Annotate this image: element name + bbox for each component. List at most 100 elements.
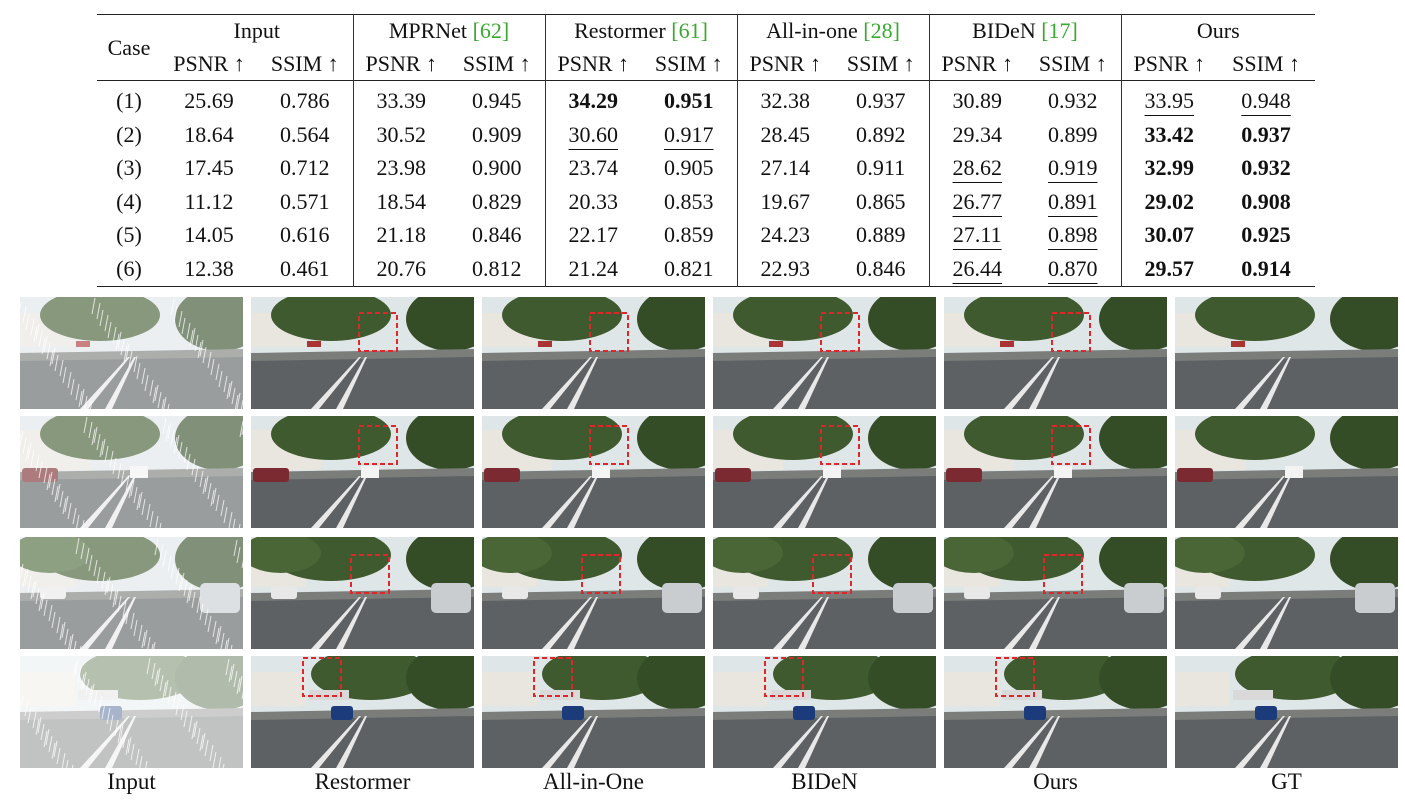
result-image bbox=[713, 297, 936, 409]
psnr-value: 26.44 bbox=[952, 255, 1003, 281]
psnr-value: 21.18 bbox=[376, 222, 427, 248]
result-image bbox=[1175, 416, 1398, 528]
table-cell: 11.12 bbox=[161, 185, 257, 219]
psnr-value: 14.05 bbox=[184, 222, 234, 248]
psnr-value: 20.33 bbox=[568, 188, 619, 214]
ssim-value: 0.898 bbox=[1048, 222, 1098, 248]
group-header-ours: Ours bbox=[1120, 14, 1316, 47]
table-cell: 0.812 bbox=[449, 252, 545, 286]
table-cell: 27.11 bbox=[928, 218, 1026, 252]
table-row: (6) 12.38 0.461 20.76 0.812 21.24 0.821 22.93 0.… bbox=[97, 251, 1316, 287]
table-cell: 33.39 bbox=[352, 80, 450, 118]
ssim-value: 0.900 bbox=[472, 155, 522, 181]
table-cell: 23.98 bbox=[352, 151, 450, 185]
ssim-value: 0.853 bbox=[664, 188, 714, 214]
ssim-value: 0.812 bbox=[472, 255, 522, 281]
result-image bbox=[944, 656, 1167, 768]
ssim-value: 0.911 bbox=[856, 155, 906, 181]
table-cell: 0.461 bbox=[257, 252, 353, 286]
table-cell: 0.909 bbox=[449, 118, 545, 152]
table-cell: 0.905 bbox=[641, 151, 737, 185]
result-image bbox=[944, 297, 1167, 409]
table-row: (4) 11.12 0.571 18.54 0.829 20.33 0.853 19.67 0.… bbox=[97, 184, 1315, 219]
ssim-value: 0.859 bbox=[664, 222, 714, 248]
result-image bbox=[251, 537, 474, 649]
table-cell: 0.712 bbox=[257, 151, 353, 185]
table-row: (5) 14.05 0.616 21.18 0.846 22.17 0.859 24.23 0.… bbox=[97, 218, 1315, 252]
psnr-value: 33.39 bbox=[376, 88, 427, 113]
psnr-value: 32.99 bbox=[1144, 155, 1195, 181]
result-image bbox=[251, 416, 474, 528]
table-cell: 0.911 bbox=[833, 151, 929, 185]
table-cell: 0.932 bbox=[1217, 151, 1315, 185]
ssim-header: SSIM ↑ bbox=[846, 51, 915, 76]
psnr-value: 30.60 bbox=[568, 121, 619, 147]
psnr-header: PSNR ↑ bbox=[736, 47, 834, 81]
result-image bbox=[944, 537, 1167, 649]
ssim-header: SSIM ↑ bbox=[462, 51, 531, 76]
table-group-header-row: Case Input MPRNet [62] Restormer [61] Al… bbox=[97, 14, 1316, 81]
table-cell: 19.67 bbox=[736, 184, 834, 219]
table-cell: 0.829 bbox=[449, 185, 545, 219]
column-label: Restormer bbox=[314, 769, 411, 794]
table-metric-header-row: PSNR ↑ SSIM ↑ PSNR ↑ SSIM ↑ PSNR ↑ SSIM ↑ PSNR… bbox=[97, 47, 1316, 81]
table-cell: 0.889 bbox=[833, 218, 929, 252]
table-cell: 0.571 bbox=[257, 185, 353, 219]
table-row: (2) 18.64 0.564 30.52 0.909 30.60 0.917 28.45 0.… bbox=[97, 117, 1315, 152]
ssim-value: 0.919 bbox=[1048, 155, 1098, 181]
ssim-value: 0.891 bbox=[1048, 188, 1098, 214]
psnr-value: 22.93 bbox=[760, 255, 811, 281]
psnr-value: 34.29 bbox=[568, 88, 619, 113]
result-image bbox=[482, 656, 705, 768]
ssim-value: 0.899 bbox=[1048, 121, 1098, 147]
psnr-value: 18.54 bbox=[376, 188, 427, 214]
table-cell: 21.24 bbox=[544, 251, 642, 287]
ssim-value: 0.870 bbox=[1048, 255, 1098, 281]
table-cell: 0.917 bbox=[641, 118, 737, 152]
table-cell: 0.821 bbox=[641, 252, 737, 286]
result-image bbox=[1175, 537, 1398, 649]
result-image bbox=[20, 297, 243, 409]
result-image bbox=[251, 656, 474, 768]
table-cell: 0.908 bbox=[1217, 185, 1315, 219]
result-image bbox=[713, 656, 936, 768]
psnr-value: 18.64 bbox=[184, 121, 234, 147]
table-cell: 18.64 bbox=[161, 118, 257, 152]
table-cell: 32.38 bbox=[736, 80, 834, 118]
psnr-value: 23.74 bbox=[568, 155, 619, 181]
table-cell: 28.45 bbox=[736, 117, 834, 152]
group-header-biden: BIDeN [17] bbox=[928, 14, 1122, 47]
result-image bbox=[482, 297, 705, 409]
result-image bbox=[1175, 297, 1398, 409]
ssim-value: 0.905 bbox=[664, 155, 714, 181]
table-cell: 0.914 bbox=[1217, 252, 1315, 286]
psnr-value: 17.45 bbox=[184, 155, 234, 181]
table-cell: 0.564 bbox=[257, 118, 353, 152]
ssim-value: 0.925 bbox=[1241, 222, 1291, 248]
ssim-value: 0.917 bbox=[664, 121, 714, 147]
table-cell: 12.38 bbox=[161, 252, 257, 286]
column-label: All-in-One bbox=[543, 769, 644, 794]
case-header: Case bbox=[97, 14, 161, 81]
column-label: Ours bbox=[1033, 769, 1078, 794]
table-cell: 0.859 bbox=[641, 218, 737, 252]
table-cell: 17.45 bbox=[161, 151, 257, 185]
psnr-value: 19.67 bbox=[760, 188, 811, 214]
ssim-header: SSIM ↑ bbox=[1232, 51, 1300, 76]
ssim-value: 0.909 bbox=[472, 121, 522, 147]
case-label: (5) bbox=[116, 222, 142, 248]
psnr-value: 30.52 bbox=[376, 121, 427, 147]
psnr-header: PSNR ↑ bbox=[544, 47, 642, 81]
table-cell: 33.95 bbox=[1120, 80, 1218, 118]
qualitative-image-grid bbox=[20, 297, 1398, 769]
psnr-value: 29.34 bbox=[952, 121, 1003, 147]
ssim-value: 0.846 bbox=[472, 222, 522, 248]
table-cell: 0.919 bbox=[1025, 151, 1121, 185]
case-label: (4) bbox=[116, 188, 142, 214]
ssim-value: 0.914 bbox=[1241, 255, 1291, 281]
psnr-value: 30.89 bbox=[952, 88, 1003, 113]
table-cell: 0.853 bbox=[641, 185, 737, 219]
psnr-value: 33.95 bbox=[1144, 88, 1195, 113]
psnr-value: 25.69 bbox=[184, 88, 234, 113]
psnr-value: 24.23 bbox=[760, 222, 811, 248]
